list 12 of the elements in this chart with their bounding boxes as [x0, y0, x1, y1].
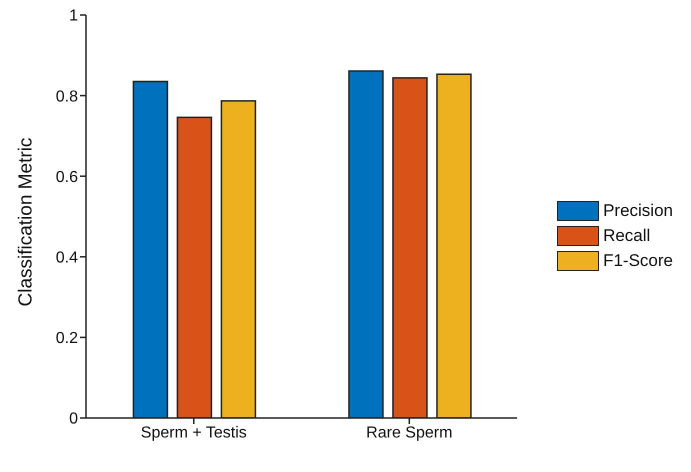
legend-label: Precision [603, 201, 673, 221]
x-tick-label: Sperm + Testis [140, 424, 247, 442]
legend-label: F1-Score [603, 251, 673, 271]
y-tick-label: 0.6 [56, 168, 78, 186]
y-tick-label: 0.4 [56, 249, 78, 266]
y-tick-label: 0.8 [56, 88, 78, 106]
y-tick-label: 1 [69, 8, 78, 25]
y-tick-label: 0 [69, 410, 78, 428]
y-axis-title: Classification Metric [16, 138, 37, 306]
y-tick-label: 0.2 [56, 330, 78, 348]
legend-label: Recall [603, 226, 650, 246]
x-tick-label: Rare Sperm [366, 424, 452, 442]
